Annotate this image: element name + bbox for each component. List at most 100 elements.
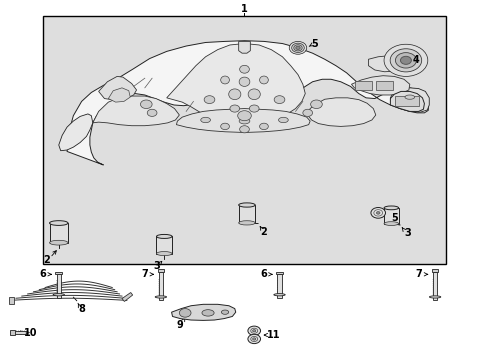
Bar xyxy=(375,81,392,90)
Bar xyxy=(10,330,15,335)
Bar xyxy=(238,205,255,223)
Text: 6: 6 xyxy=(260,269,266,279)
Circle shape xyxy=(252,330,255,332)
Circle shape xyxy=(291,43,304,53)
Polygon shape xyxy=(93,96,179,126)
Polygon shape xyxy=(59,114,93,151)
Bar xyxy=(394,96,418,106)
Circle shape xyxy=(293,45,302,51)
Bar xyxy=(431,269,437,272)
Text: 1: 1 xyxy=(241,4,247,14)
Ellipse shape xyxy=(238,203,255,207)
Bar xyxy=(157,269,164,272)
Polygon shape xyxy=(67,41,427,165)
Bar xyxy=(383,208,398,224)
Ellipse shape xyxy=(383,206,398,210)
Text: 2: 2 xyxy=(260,227,267,237)
Circle shape xyxy=(389,49,421,72)
Circle shape xyxy=(249,105,259,112)
Polygon shape xyxy=(166,44,305,122)
Ellipse shape xyxy=(201,117,210,123)
Circle shape xyxy=(376,212,379,214)
Circle shape xyxy=(247,326,260,336)
Ellipse shape xyxy=(228,89,241,100)
Polygon shape xyxy=(122,293,132,301)
Ellipse shape xyxy=(53,294,64,296)
Bar xyxy=(277,274,281,297)
Ellipse shape xyxy=(273,294,285,296)
Circle shape xyxy=(247,334,260,343)
Circle shape xyxy=(237,111,251,121)
Ellipse shape xyxy=(247,89,260,100)
Circle shape xyxy=(147,109,157,116)
Text: 7: 7 xyxy=(415,269,422,279)
Circle shape xyxy=(383,44,427,76)
Bar xyxy=(156,237,172,253)
Circle shape xyxy=(274,96,285,104)
Text: 5: 5 xyxy=(390,212,397,222)
Polygon shape xyxy=(351,76,409,95)
Text: 11: 11 xyxy=(266,330,280,340)
Ellipse shape xyxy=(278,117,287,123)
Circle shape xyxy=(288,41,306,54)
Ellipse shape xyxy=(428,296,440,298)
Ellipse shape xyxy=(155,296,166,298)
Polygon shape xyxy=(99,76,136,100)
Ellipse shape xyxy=(156,234,172,238)
Polygon shape xyxy=(171,304,235,320)
Polygon shape xyxy=(42,16,446,264)
Circle shape xyxy=(252,338,255,340)
Text: 10: 10 xyxy=(24,328,37,338)
Circle shape xyxy=(203,96,214,104)
Circle shape xyxy=(302,109,312,116)
Circle shape xyxy=(229,105,239,112)
Ellipse shape xyxy=(156,252,172,256)
Bar xyxy=(57,274,61,297)
Ellipse shape xyxy=(49,221,68,225)
Bar xyxy=(49,223,68,243)
Text: 9: 9 xyxy=(177,320,183,330)
Ellipse shape xyxy=(383,222,398,225)
Bar xyxy=(55,272,62,274)
Ellipse shape xyxy=(259,76,268,84)
Bar xyxy=(276,272,282,274)
Polygon shape xyxy=(238,41,250,53)
Text: 5: 5 xyxy=(311,39,318,49)
Text: 2: 2 xyxy=(43,255,50,265)
Text: 7: 7 xyxy=(141,269,148,279)
Ellipse shape xyxy=(202,310,214,316)
Ellipse shape xyxy=(238,221,255,225)
Ellipse shape xyxy=(221,310,228,314)
Text: 3: 3 xyxy=(403,228,410,238)
Text: 6: 6 xyxy=(39,269,46,279)
Polygon shape xyxy=(176,109,309,132)
Circle shape xyxy=(220,123,229,130)
Circle shape xyxy=(370,207,385,218)
Ellipse shape xyxy=(239,65,249,73)
Bar xyxy=(14,331,26,334)
Polygon shape xyxy=(307,98,375,126)
Ellipse shape xyxy=(404,95,414,99)
Polygon shape xyxy=(9,297,14,304)
Ellipse shape xyxy=(239,118,249,124)
Bar xyxy=(355,81,372,90)
Bar xyxy=(159,272,163,300)
Circle shape xyxy=(400,56,410,64)
Circle shape xyxy=(395,53,416,68)
Text: 3: 3 xyxy=(153,261,160,271)
Bar xyxy=(432,272,436,300)
Circle shape xyxy=(295,46,300,49)
Circle shape xyxy=(140,100,152,109)
Polygon shape xyxy=(389,91,424,111)
Ellipse shape xyxy=(220,76,229,84)
Ellipse shape xyxy=(49,240,68,245)
Text: 8: 8 xyxy=(78,303,85,314)
Polygon shape xyxy=(389,88,428,112)
Polygon shape xyxy=(108,88,130,102)
Ellipse shape xyxy=(239,77,249,86)
Text: 4: 4 xyxy=(411,55,418,65)
Circle shape xyxy=(239,126,249,133)
Polygon shape xyxy=(368,56,409,72)
Circle shape xyxy=(179,309,191,317)
Circle shape xyxy=(259,123,268,130)
